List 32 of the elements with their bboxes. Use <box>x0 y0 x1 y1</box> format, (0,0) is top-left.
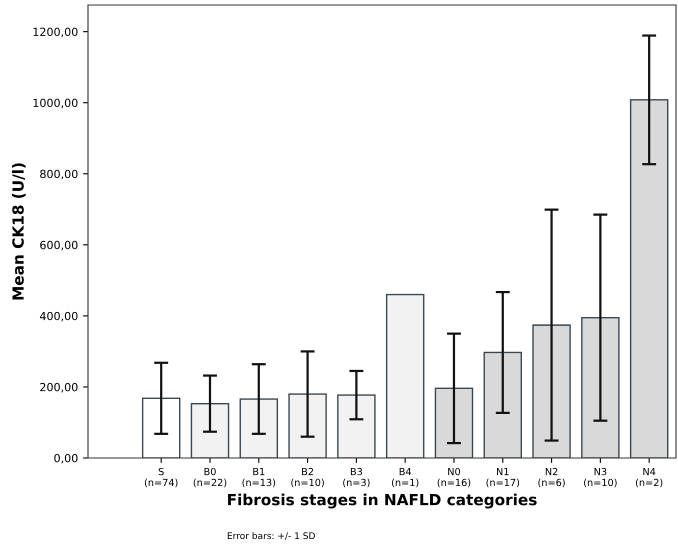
bar <box>484 352 522 458</box>
bar <box>386 294 424 458</box>
bar <box>240 398 278 458</box>
x-tick-label: N4 (n=2) <box>636 468 662 488</box>
y-tick-label: 400,00 <box>40 312 78 322</box>
bar <box>532 324 571 458</box>
x-tick-label: N3 (n=10) <box>584 468 617 488</box>
x-axis-title: Fibrosis stages in NAFLD categories <box>228 494 537 508</box>
bar <box>142 398 180 458</box>
bar <box>630 99 668 458</box>
text: Error bars: +/- 1 SD <box>228 532 315 540</box>
bar <box>434 388 474 458</box>
y-tick-label: 0,00 <box>54 454 78 464</box>
x-tick-label: S (n=74) <box>144 468 178 488</box>
x-tick-label: B0 (n=22) <box>194 468 226 488</box>
x-tick-label: B2 (n=10) <box>291 468 324 488</box>
bar <box>190 402 230 458</box>
x-tick-label: N2 (n=6) <box>538 468 565 488</box>
y-tick-label: 800,00 <box>40 170 78 180</box>
x-tick-label: B3 (n=3) <box>343 468 370 488</box>
y-tick-label: 600,00 <box>40 240 78 250</box>
x-tick-label: N0 (n=16) <box>438 468 470 488</box>
y-tick-label: 200,00 <box>40 382 78 392</box>
y-tick-label: 1000,00 <box>34 98 78 108</box>
y-axis-title: Mean CK18 (U/l) <box>12 163 26 300</box>
x-tick-label: B4 (n=1) <box>392 468 418 488</box>
bar <box>288 393 327 458</box>
bar <box>337 394 376 458</box>
x-tick-label: B1 (n=13) <box>242 468 276 488</box>
y-tick-label: 1200,00 <box>34 28 78 38</box>
bar <box>581 316 620 458</box>
x-tick-label: N1 (n=17) <box>486 468 520 488</box>
